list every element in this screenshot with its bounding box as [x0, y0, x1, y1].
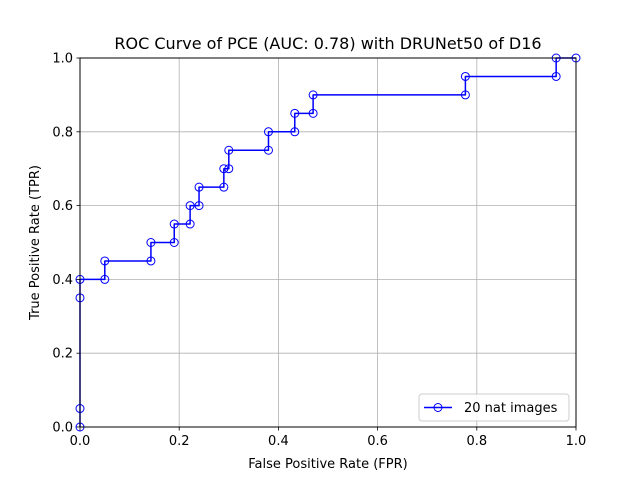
chart-title: ROC Curve of PCE (AUC: 0.78) with DRUNet…	[114, 34, 541, 53]
y-tick-label: 0.6	[52, 199, 73, 214]
x-tick-label: 0.4	[268, 434, 289, 449]
data-point	[551, 71, 561, 81]
data-point	[146, 238, 156, 247]
legend-box	[418, 393, 570, 422]
data-point	[290, 127, 300, 137]
data-point	[460, 90, 470, 100]
x-tick-label: 1.0	[566, 434, 587, 449]
data-point	[194, 182, 204, 192]
data-point	[146, 256, 156, 266]
data-point	[224, 145, 234, 155]
y-axis-label: True Positive Rate (TPR)	[28, 165, 43, 321]
x-tick-label: 0.6	[367, 434, 388, 449]
series-line	[79, 57, 576, 427]
series-layer	[75, 53, 581, 432]
data-point	[460, 71, 470, 81]
data-point	[219, 182, 229, 192]
y-tick-label: 0.4	[52, 273, 73, 288]
plot-frame	[79, 57, 577, 428]
legend: 20 nat images	[418, 393, 570, 422]
y-tick-label: 0.2	[52, 347, 73, 362]
data-point	[169, 219, 179, 229]
data-point	[308, 90, 318, 100]
y-tick-label: 1.0	[52, 52, 73, 67]
data-point	[224, 164, 234, 174]
x-tick-label: 0.2	[169, 434, 190, 449]
x-tick-label: 0.8	[466, 434, 487, 449]
data-point	[263, 127, 273, 137]
legend-marker	[433, 403, 443, 412]
data-point	[290, 108, 300, 118]
data-point	[185, 219, 195, 229]
tick-layer: 0.0 0.2 0.4 0.6 0.8 1.0 0.0 0.2 0.4 0.6 0.8 1.0	[52, 52, 586, 450]
y-tick-label: 0.0	[52, 421, 73, 436]
data-point	[194, 201, 204, 211]
data-point	[169, 238, 179, 247]
y-tick-label: 0.8	[52, 125, 73, 140]
legend-label: 20 nat images	[464, 401, 558, 416]
data-point	[185, 201, 195, 211]
data-point	[263, 145, 273, 155]
data-point	[100, 256, 110, 266]
data-point	[100, 274, 110, 284]
x-axis-label: False Positive Rate (FPR)	[248, 457, 407, 472]
x-tick-label: 0.0	[70, 434, 91, 449]
data-point	[308, 108, 318, 118]
data-point	[219, 164, 229, 174]
